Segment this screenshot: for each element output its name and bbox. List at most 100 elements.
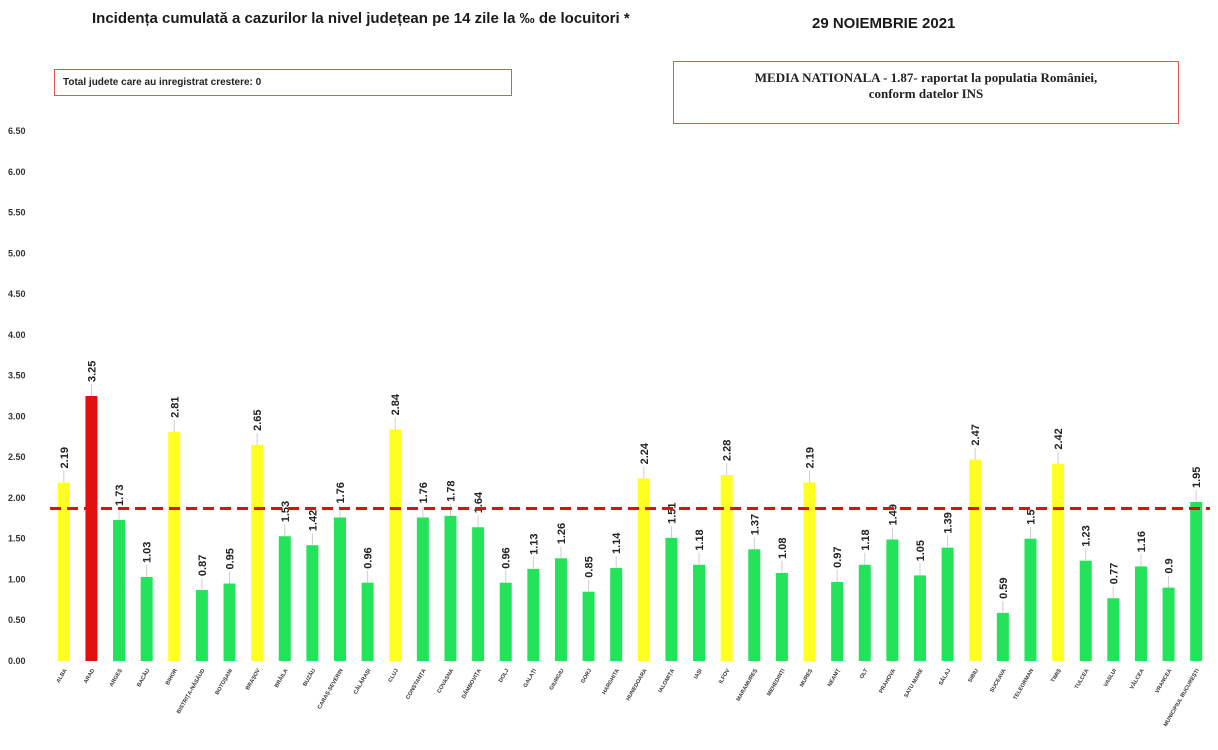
bar (85, 396, 98, 661)
value-label: 0.77 (1108, 563, 1120, 584)
bar (472, 527, 485, 661)
y-tick-label: 2.50 (8, 452, 26, 462)
national-average-line2: conform datelor INS (868, 86, 984, 101)
y-tick-label: 6.50 (8, 126, 26, 136)
category-label: VÂLCEA (1128, 667, 1145, 690)
category-label: HARGHITA (601, 668, 621, 696)
bar (886, 539, 899, 661)
category-label: TIMIȘ (1050, 668, 1063, 684)
value-label: 1.14 (611, 532, 623, 554)
value-label: 1.37 (749, 514, 761, 535)
value-label: 2.42 (1053, 428, 1065, 449)
bar (610, 568, 623, 661)
bar (57, 482, 70, 661)
category-label: ARAD (83, 668, 96, 685)
value-label: 1.08 (777, 538, 789, 559)
category-label: CONSTANȚA (405, 668, 427, 701)
y-tick-label: 0.50 (8, 615, 26, 625)
y-tick-label: 5.50 (8, 208, 26, 218)
value-label: 1.03 (142, 542, 154, 563)
y-tick-label: 1.50 (8, 534, 26, 544)
increase-count-box: Total judete care au inregistrat crester… (54, 69, 512, 96)
category-label: ALBA (56, 668, 69, 684)
value-label: 1.42 (307, 510, 319, 531)
category-label: DOLJ (498, 668, 511, 684)
category-label: SATU MARE (903, 668, 925, 699)
bar (720, 475, 733, 661)
category-label: MUREȘ (799, 668, 814, 688)
category-label: ARGEȘ (109, 668, 124, 688)
value-label: 1.78 (445, 480, 457, 501)
y-tick-label: 3.00 (8, 411, 26, 421)
category-label: CLUJ (388, 668, 400, 683)
category-label: VASLUI (1103, 668, 1118, 689)
value-label: 1.53 (280, 501, 292, 522)
value-label: 1.51 (666, 502, 678, 523)
bar (582, 591, 595, 661)
value-label: 2.24 (639, 442, 651, 464)
category-label: CĂLĂRAȘI (352, 667, 373, 696)
bar (1107, 598, 1120, 661)
category-label: MARAMUREȘ (736, 668, 760, 703)
national-average-box: MEDIA NATIONALA - 1.87- raportat la popu… (673, 61, 1179, 124)
value-label: 0.96 (501, 547, 513, 568)
value-label: 2.84 (390, 393, 402, 415)
category-label: IALOMIȚA (658, 668, 676, 694)
category-label: GALAȚI (523, 668, 539, 689)
category-label: DÂMBOVIȚA (460, 667, 483, 699)
y-tick-label: 5.00 (8, 248, 26, 258)
y-tick-label: 6.00 (8, 167, 26, 177)
value-label: 0.87 (197, 555, 209, 576)
y-tick-label: 0.00 (8, 656, 26, 666)
category-label: OLT (859, 667, 870, 680)
value-label: 1.76 (335, 482, 347, 503)
value-label: 1.23 (1081, 525, 1093, 546)
category-label: BRAȘOV (245, 668, 262, 692)
bar (361, 582, 374, 661)
value-label: 2.19 (805, 447, 817, 468)
bar (334, 517, 346, 661)
bar (499, 582, 512, 661)
value-label: 1.13 (528, 533, 540, 554)
category-label: ILFOV (718, 668, 731, 685)
bar (941, 547, 954, 661)
category-label: GIURGIU (549, 668, 566, 691)
category-label: NEAMȚ (827, 667, 842, 687)
value-label: 0.85 (584, 556, 596, 577)
bar (113, 519, 126, 661)
category-label: BIHOR (165, 668, 179, 686)
category-label: BRĂILA (273, 667, 289, 689)
y-tick-label: 2.00 (8, 493, 26, 503)
value-label: 0.95 (225, 548, 237, 569)
national-average-line1: MEDIA NATIONALA - 1.87- raportat la popu… (754, 70, 1098, 85)
category-label: PRAHOVA (878, 668, 897, 694)
value-label: 1.95 (1191, 467, 1203, 488)
bar (858, 564, 871, 661)
value-label: 3.25 (86, 361, 98, 382)
bar (775, 572, 788, 661)
value-label: 1.16 (1136, 531, 1148, 552)
bar (803, 482, 816, 661)
bar (278, 536, 291, 661)
category-label: BOTOȘANI (215, 668, 235, 696)
bar (444, 515, 457, 661)
category-label: SĂLAJ (937, 668, 952, 687)
value-label: 1.76 (418, 482, 430, 503)
bar (1162, 587, 1175, 661)
value-label: 2.65 (252, 410, 264, 431)
value-label: 2.28 (722, 440, 734, 461)
value-label: 0.97 (832, 546, 844, 567)
bar (554, 558, 567, 661)
y-tick-label: 4.00 (8, 330, 26, 340)
bar (1079, 560, 1092, 661)
category-label: BISTRIȚA-NĂSĂUD (175, 667, 206, 714)
category-label: HUNEDOARA (625, 668, 648, 702)
bar (251, 444, 264, 661)
category-label: GORJ (580, 668, 593, 685)
bar (416, 517, 429, 661)
category-label: BACĂU (135, 667, 151, 688)
value-label: 2.81 (169, 396, 181, 417)
bar (168, 431, 181, 661)
category-label: IAȘI (693, 668, 704, 681)
